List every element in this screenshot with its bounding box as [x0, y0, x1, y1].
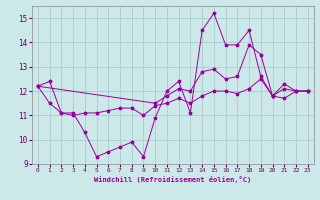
- X-axis label: Windchill (Refroidissement éolien,°C): Windchill (Refroidissement éolien,°C): [94, 176, 252, 183]
